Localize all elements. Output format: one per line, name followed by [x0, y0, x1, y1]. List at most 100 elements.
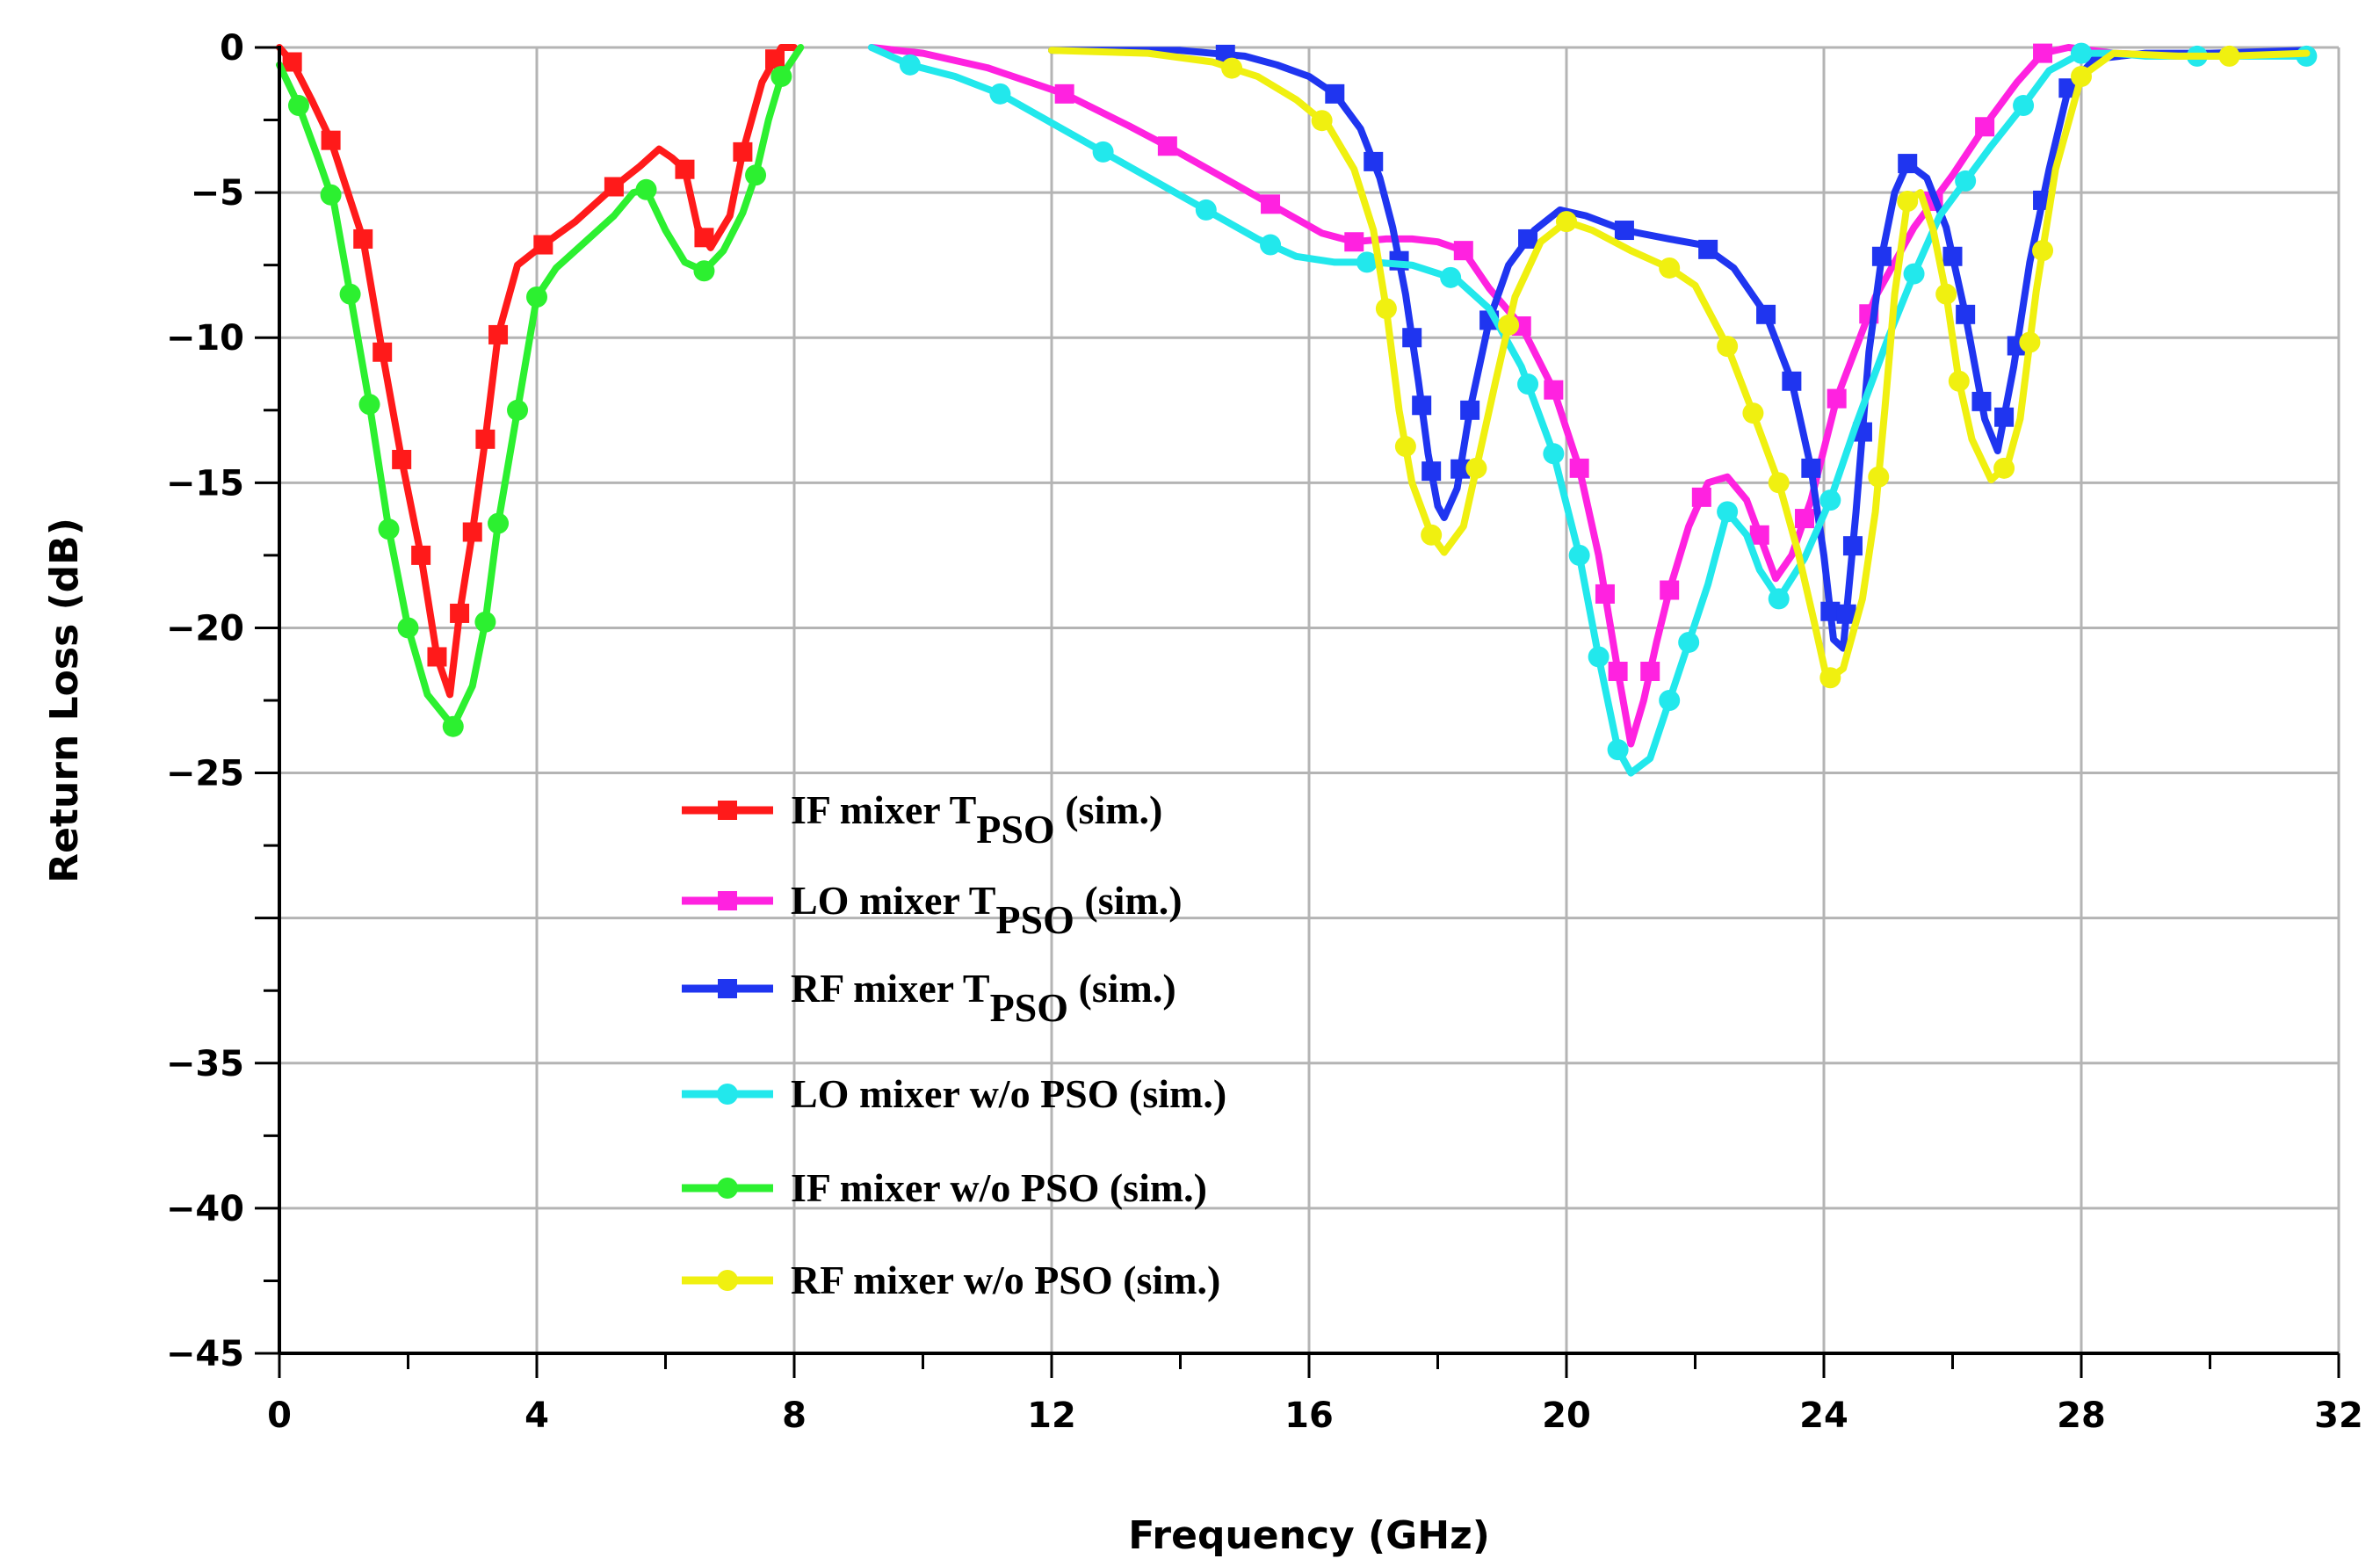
data-point	[1948, 370, 1970, 392]
data-point	[1691, 487, 1711, 507]
data-point	[1450, 459, 1471, 479]
y-tick-label: −25	[166, 754, 244, 794]
y-tick-label: −10	[166, 318, 244, 359]
data-point	[1819, 489, 1841, 511]
data-point	[353, 228, 373, 249]
x-tick-label: 16	[1284, 1396, 1334, 1436]
data-point	[1556, 211, 1577, 233]
data-point	[1465, 457, 1487, 479]
y-tick-label: 0	[220, 28, 244, 69]
data-point	[1955, 170, 1977, 192]
data-point	[693, 260, 715, 282]
legend-label: RF mixer TPSO (sim.)	[791, 966, 1176, 1030]
data-point	[1782, 371, 1802, 391]
data-point	[475, 429, 496, 449]
series-0	[276, 44, 798, 699]
data-point	[2032, 240, 2054, 262]
data-point	[770, 66, 792, 88]
data-point	[1868, 466, 1890, 488]
data-point	[2071, 66, 2092, 88]
data-point	[488, 324, 509, 344]
legend-marker	[717, 1084, 738, 1105]
grid-lines	[279, 46, 2340, 1353]
data-point	[1344, 232, 1364, 252]
data-point	[1412, 395, 1432, 416]
data-point	[1836, 604, 1856, 624]
series-5	[1048, 45, 2311, 689]
data-point	[1261, 194, 1281, 214]
legend-label: LO mixer TPSO (sim.)	[791, 878, 1183, 942]
data-point	[675, 159, 695, 179]
data-point	[2033, 43, 2053, 63]
data-point	[1903, 263, 1925, 285]
data-point	[1768, 472, 1790, 494]
data-point	[1768, 588, 1790, 610]
data-point	[1608, 661, 1628, 681]
data-point	[1460, 400, 1480, 420]
data-point	[1698, 239, 1718, 259]
axes: 0 4 8 12 16 20 24 28 32 0 −5 −10 −15 −20 −25 −35 −40 −45	[166, 28, 2363, 1436]
data-point	[1820, 601, 1841, 621]
legend-marker	[718, 979, 737, 998]
legend-marker	[717, 1178, 738, 1199]
data-point	[694, 228, 714, 248]
data-point	[2218, 45, 2240, 67]
data-point	[1569, 458, 1589, 478]
data-point	[1640, 661, 1660, 681]
data-point	[1421, 461, 1442, 482]
x-tick-label: 24	[1799, 1396, 1848, 1436]
series-line	[1048, 47, 2311, 652]
legend-entry: IF mixer TPSO (sim.)	[682, 787, 1162, 852]
x-tick-label: 28	[2057, 1396, 2106, 1436]
data-point	[1994, 407, 2015, 427]
data-point	[1607, 739, 1629, 761]
data-point	[989, 83, 1011, 105]
data-point	[397, 617, 419, 639]
data-point	[1871, 246, 1892, 266]
data-point	[1356, 251, 1378, 273]
data-point	[507, 399, 529, 421]
data-point	[1375, 298, 1397, 320]
data-point	[442, 715, 464, 737]
data-point	[1756, 304, 1776, 324]
data-point	[2013, 95, 2035, 117]
data-point	[1394, 436, 1416, 458]
data-point	[1517, 373, 1539, 395]
legend-marker	[718, 801, 737, 820]
series-4	[276, 44, 805, 737]
data-point	[1975, 117, 1995, 137]
data-point	[1588, 646, 1610, 668]
data-point	[1659, 690, 1681, 711]
data-point	[1971, 391, 1992, 411]
data-point	[1595, 584, 1615, 604]
data-point	[1942, 246, 1963, 266]
data-point	[378, 518, 400, 540]
data-point	[373, 342, 393, 362]
data-point	[358, 394, 380, 416]
legend-marker	[718, 891, 737, 910]
series-line	[276, 44, 798, 699]
data-point	[765, 49, 785, 69]
data-point	[1260, 234, 1282, 256]
data-point	[1498, 314, 1520, 336]
data-point	[282, 52, 302, 72]
data-point	[2019, 331, 2041, 353]
data-point	[1659, 257, 1681, 279]
data-point	[411, 545, 431, 565]
x-tick-label: 8	[782, 1396, 807, 1436]
data-point	[488, 512, 510, 534]
data-point	[1749, 525, 1769, 545]
data-point	[1402, 328, 1422, 348]
legend-label: IF mixer TPSO (sim.)	[791, 787, 1162, 852]
data-point	[1568, 544, 1590, 566]
legend-entry: LO mixer TPSO (sim.)	[682, 878, 1183, 942]
legend-entry: LO mixer w/o PSO (sim.)	[682, 1071, 1226, 1116]
data-point	[1898, 154, 1918, 174]
data-point	[1543, 443, 1565, 465]
legend-label: RF mixer w/o PSO (sim.)	[791, 1258, 1220, 1302]
data-point	[1819, 667, 1841, 689]
data-point	[1092, 141, 1114, 163]
legend-label: IF mixer w/o PSO (sim.)	[791, 1165, 1207, 1210]
data-point	[1742, 402, 1764, 424]
x-axis-title: Frequency (GHz)	[1128, 1513, 1490, 1558]
